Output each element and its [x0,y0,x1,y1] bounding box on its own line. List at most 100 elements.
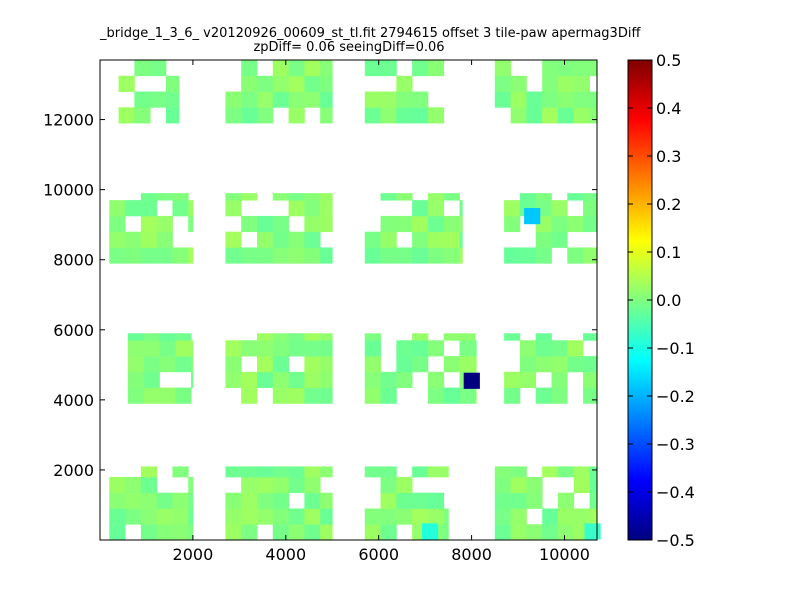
heatmap-cell [272,340,289,357]
heatmap-cell [364,387,381,404]
heatmap-cell [583,333,598,341]
heatmap-cell [127,371,145,388]
heatmap-cell [320,75,333,92]
heatmap-cell [257,466,274,478]
heatmap-cell [140,200,158,217]
heatmap-cell [320,508,333,525]
heatmap-cell [589,91,598,108]
heatmap-cell [150,60,167,77]
heatmap-cell [380,91,397,108]
heatmap-cell [535,356,552,373]
heatmap-cell [109,508,126,525]
x-tick-label: 6000 [358,545,399,564]
heatmap-cell [272,215,289,233]
heatmap-cell [241,91,258,108]
heatmap-cell [241,340,258,357]
heatmap-cell [288,91,305,108]
heatmap-cell [364,371,381,388]
heatmap-cell [427,492,445,509]
heatmap-cell [396,107,413,124]
heatmap-cell [288,524,305,541]
heatmap-cell [304,60,321,77]
x-tick-label: 4000 [265,545,306,564]
heatmap-cell [583,200,598,217]
heatmap-cell [125,200,142,217]
heatmap-cell [504,247,521,264]
heatmap-cell [109,231,126,248]
heatmap-cell [573,508,590,525]
heatmap-cell [304,231,321,248]
heatmap-cell [150,91,167,108]
heatmap-cell [427,215,445,233]
heatmap-cell [551,371,568,388]
heatmap-cell [191,371,194,388]
heatmap-cell [524,208,541,225]
heatmap-cell [225,340,242,357]
heatmap-cell [380,508,397,525]
heatmap-cell [494,476,511,494]
heatmap-cell [583,387,598,404]
heatmap-cell [320,60,333,77]
heatmap-cell [127,340,145,357]
heatmap-cell [364,333,381,341]
heatmap-cell [412,508,429,525]
heatmap-cell [272,508,289,525]
heatmap-cell [320,193,333,201]
heatmap-cell [364,107,381,124]
heatmap-cell [380,193,397,201]
heatmap-cell [320,524,333,541]
heatmap-cell [583,247,598,264]
heatmap-cell [380,492,397,509]
heatmap-cell [380,247,397,264]
heatmap-cell [320,340,333,357]
heatmap-cell [459,200,463,217]
heatmap-cell [156,231,173,248]
heatmap-cell [380,231,397,248]
heatmap-cell [320,492,333,509]
heatmap-cell [225,356,242,373]
heatmap-cell [304,200,321,217]
heatmap-cell [143,340,160,357]
heatmap-cell [573,75,590,92]
heatmap-cell [272,466,289,478]
chart-subtitle: zpDiff= 0.06 seeingDiff=0.06 [253,40,445,55]
y-tick-label: 10000 [43,181,94,200]
heatmap-cell [320,371,333,388]
heatmap-cell [257,508,274,525]
heatmap-cell [125,231,142,248]
heatmap-cell [257,356,274,373]
heatmap-cell [551,340,568,357]
heatmap-cell [241,215,258,233]
heatmap-cell [304,371,321,388]
heatmap-cell [304,215,321,233]
heatmap-cell [272,193,289,201]
heatmap-cell [519,340,537,357]
heatmap-cell [510,91,527,108]
heatmap-cell [172,200,189,217]
heatmap-cell [257,107,274,124]
heatmap-cell [396,508,413,525]
heatmap-cell [510,492,527,509]
heatmap-cell [396,492,413,509]
heatmap-cell [364,91,381,108]
colorbar-tick-label: 0.5 [656,51,681,70]
heatmap-cell [109,247,126,264]
heatmap-cell [272,91,289,108]
heatmap-cell [272,387,289,404]
heatmap-cell [188,508,194,525]
heatmap-cell [191,356,194,373]
heatmap-cell [320,215,333,233]
heatmap-cell [159,340,176,357]
heatmap-cell [567,247,584,264]
heatmap-cell [412,247,429,264]
heatmap-cell [188,476,194,494]
heatmap-cell [459,356,476,373]
heatmap-cell [159,333,176,341]
heatmap-cell [304,75,321,92]
y-tick-label: 12000 [43,111,94,130]
heatmap-cell [288,508,305,525]
heatmap-cell [272,476,289,494]
heatmap-cell [475,387,477,404]
heatmap-cell [257,340,274,357]
heatmap-cell [175,333,192,341]
